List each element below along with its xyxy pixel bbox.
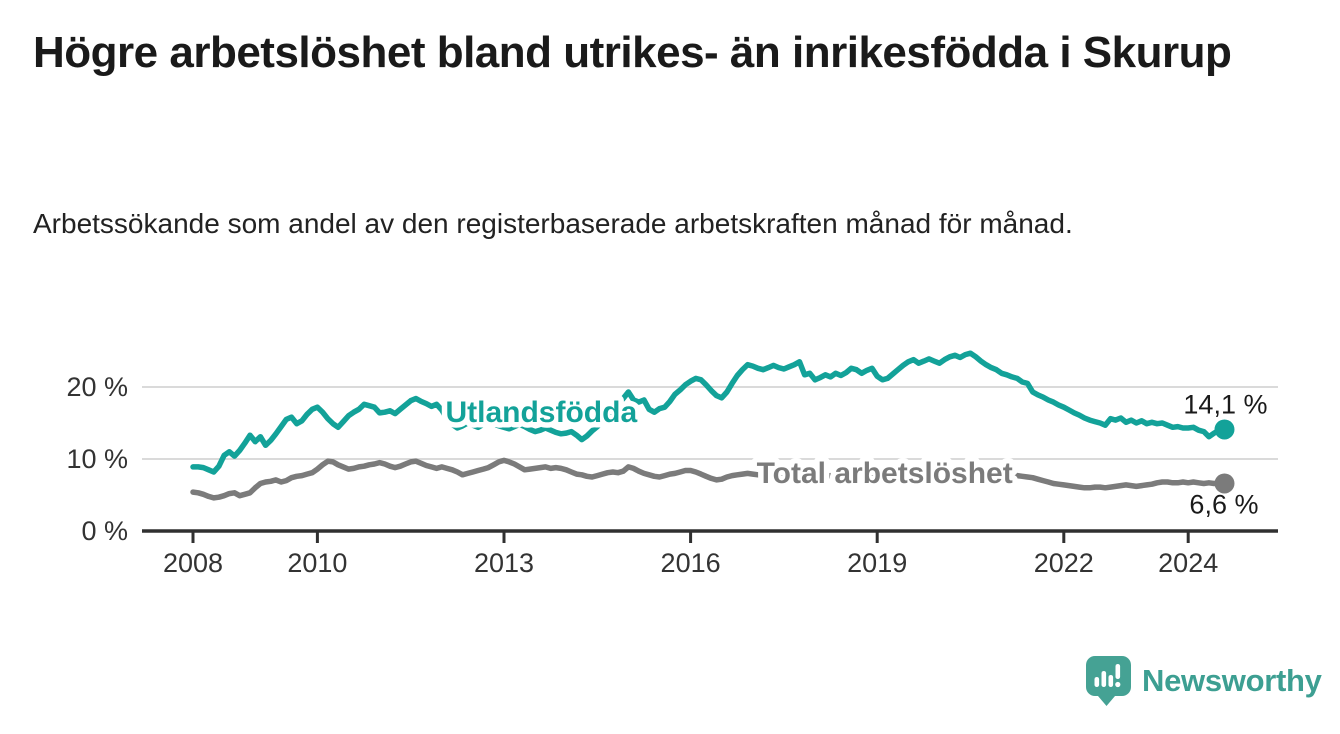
x-tick-label-2024: 2024: [1158, 548, 1218, 578]
series-line-total-arbetsl-shet: [190, 457, 1228, 501]
series-label-total-arbetsl-shet: Total arbetslöshet: [757, 457, 1013, 490]
x-tick-label-2019: 2019: [847, 548, 907, 578]
x-tick-label-2008: 2008: [163, 548, 223, 578]
logo-bars-glyph: [1094, 664, 1121, 688]
y-tick-label-20: 20 %: [66, 372, 128, 402]
y-tick-label-10: 10 %: [66, 444, 128, 474]
x-tick-label-2016: 2016: [661, 548, 721, 578]
x-tick-label-2013: 2013: [474, 548, 534, 578]
x-tick-label-2010: 2010: [287, 548, 347, 578]
newsworthy-logo-icon: [1086, 656, 1131, 706]
series-end-value-utlandsf-dda: 14,1 %: [1183, 389, 1267, 419]
chart-title: Högre arbetslöshet bland utrikes- än inr…: [33, 28, 1232, 77]
series-end-dot-utlandsf-dda: [1214, 419, 1235, 440]
series-line-utlandsf-dda: [190, 350, 1228, 475]
y-tick-label-0: 0 %: [81, 516, 128, 546]
newsworthy-logo: Newsworthy: [1085, 655, 1322, 707]
series-end-value-total-arbetsl-shet: 6,6 %: [1189, 489, 1258, 519]
series-end-dot-total-arbetsl-shet: [1214, 473, 1235, 494]
chart-subtitle: Arbetssökande som andel av den registerb…: [33, 208, 1073, 239]
newsworthy-logo-text: Newsworthy: [1142, 663, 1322, 698]
series-label-utlandsf-dda: Utlandsfödda: [445, 396, 637, 429]
x-tick-label-2022: 2022: [1034, 548, 1094, 578]
